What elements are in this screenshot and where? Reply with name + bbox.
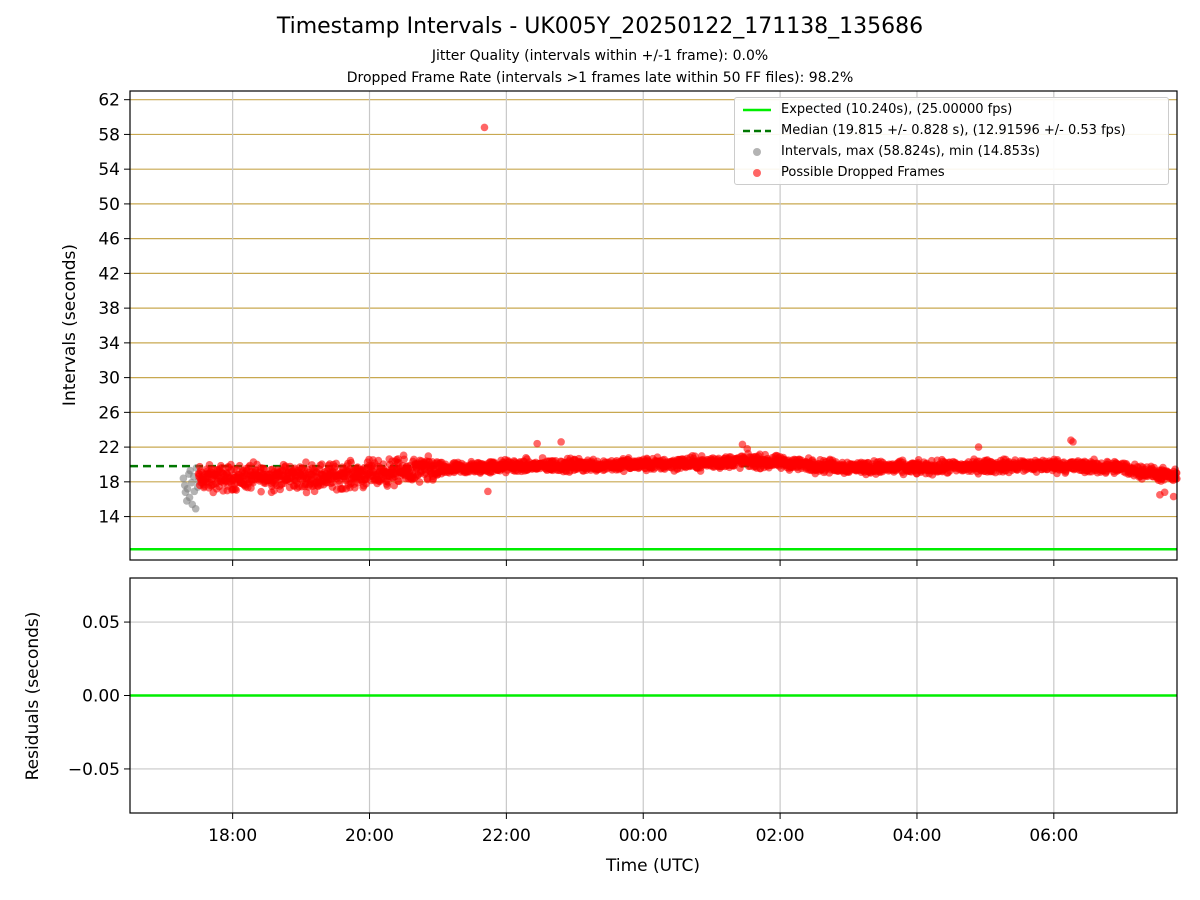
dropped-frame-point <box>302 458 310 466</box>
dropped-frame-point <box>415 478 424 486</box>
top-ytick-label: 30 <box>98 369 120 389</box>
top-ytick-label: 26 <box>98 403 120 423</box>
expected-line-swatch <box>743 108 771 112</box>
median-line-swatch <box>743 129 771 133</box>
dropped-frame-point <box>424 452 433 460</box>
dropped-frame-point <box>400 455 408 464</box>
dropped-frame-outlier <box>480 123 489 132</box>
dropped-frame-outlier <box>1069 438 1077 446</box>
bottom-axes: 0.05 0.00 −0.05 18:00 20:00 22:00 00:00 02:00 04… <box>68 613 1078 846</box>
x-tick-label: 20:00 <box>345 826 394 846</box>
dropped-frame-outlier <box>1160 488 1169 497</box>
top-ytick-label: 42 <box>98 264 120 284</box>
x-tick-label: 00:00 <box>619 826 668 846</box>
legend-item-intervals: Intervals, max (58.824s), min (14.853s) <box>735 142 1168 162</box>
x-tick-label: 04:00 <box>892 826 941 846</box>
top-ytick-label: 18 <box>98 473 120 493</box>
legend-item-dropped: Possible Dropped Frames <box>735 163 1168 183</box>
top-ytick-label: 58 <box>98 125 120 145</box>
interval-point <box>179 474 188 483</box>
top-ytick-label: 38 <box>98 299 120 319</box>
dropped-frame-point <box>332 459 340 468</box>
dropped-frame-point <box>318 460 326 469</box>
interval-point <box>187 478 196 487</box>
legend-label-dropped: Possible Dropped Frames <box>781 165 945 180</box>
top-ytick-label: 34 <box>98 334 120 354</box>
dropped-frame-outlier <box>1169 492 1178 501</box>
intervals-marker-swatch <box>753 148 761 156</box>
bottom-ytick-label: 0.05 <box>82 613 120 633</box>
top-ytick-label: 14 <box>98 508 120 528</box>
top-ytick-label: 62 <box>98 91 120 111</box>
dropped-frame-outlier <box>484 487 492 496</box>
legend-label-median: Median (19.815 +/- 0.828 s), (12.91596 +… <box>781 123 1126 138</box>
dropped-frame-outlier <box>533 439 541 448</box>
top-plot-frame <box>129 90 1178 561</box>
top-ytick-label: 50 <box>98 195 120 215</box>
interval-point <box>191 504 200 513</box>
legend-label-intervals: Intervals, max (58.824s), min (14.853s) <box>781 144 1040 159</box>
x-tick-label: 02:00 <box>756 826 805 846</box>
jitter-quality-subtitle: Jitter Quality (intervals within +/-1 fr… <box>431 48 769 64</box>
legend-item-expected: Expected (10.240s), (25.00000 fps) <box>735 100 1168 120</box>
x-tick-label: 22:00 <box>482 826 531 846</box>
legend: Expected (10.240s), (25.00000 fps) Media… <box>734 97 1169 185</box>
dropped-frame-subtitle: Dropped Frame Rate (intervals >1 frames … <box>346 70 854 86</box>
top-axes: 14 18 22 26 30 34 38 42 46 50 54 58 62 <box>98 91 1055 566</box>
dropped-frame-point <box>395 477 403 486</box>
legend-label-expected: Expected (10.240s), (25.00000 fps) <box>781 102 1013 117</box>
dropped-frame-outlier <box>743 445 752 453</box>
top-ytick-label: 54 <box>98 160 120 180</box>
top-plot-marks <box>130 123 1181 551</box>
bottom-ytick-label: 0.00 <box>82 687 120 707</box>
chart-title: Timestamp Intervals - UK005Y_20250122_17… <box>276 14 924 39</box>
dropped-frame-point <box>218 463 226 472</box>
top-ytick-label: 46 <box>98 230 120 250</box>
bottom-ytick-label: −0.05 <box>68 760 120 780</box>
dropped-frame-point <box>257 487 265 496</box>
x-tick-label: 18:00 <box>208 826 257 846</box>
top-ytick-label: 22 <box>98 438 120 458</box>
x-tick-label: 06:00 <box>1029 826 1078 846</box>
dropped-frame-point <box>347 458 355 467</box>
legend-item-median: Median (19.815 +/- 0.828 s), (12.91596 +… <box>735 121 1168 141</box>
dropped-frame-point <box>260 464 268 473</box>
dropped-frame-outlier <box>557 438 565 446</box>
dropped-frame-outlier <box>974 443 983 451</box>
dropped-frame-point <box>232 486 241 494</box>
interval-point <box>183 484 192 493</box>
dropped-marker-swatch <box>753 169 761 177</box>
bottom-ylabel: Residuals (seconds) <box>23 612 43 781</box>
top-ylabel: Intervals (seconds) <box>60 244 80 406</box>
interval-point <box>186 466 195 475</box>
x-axis-label: Time (UTC) <box>605 856 700 876</box>
interval-point <box>185 493 194 502</box>
